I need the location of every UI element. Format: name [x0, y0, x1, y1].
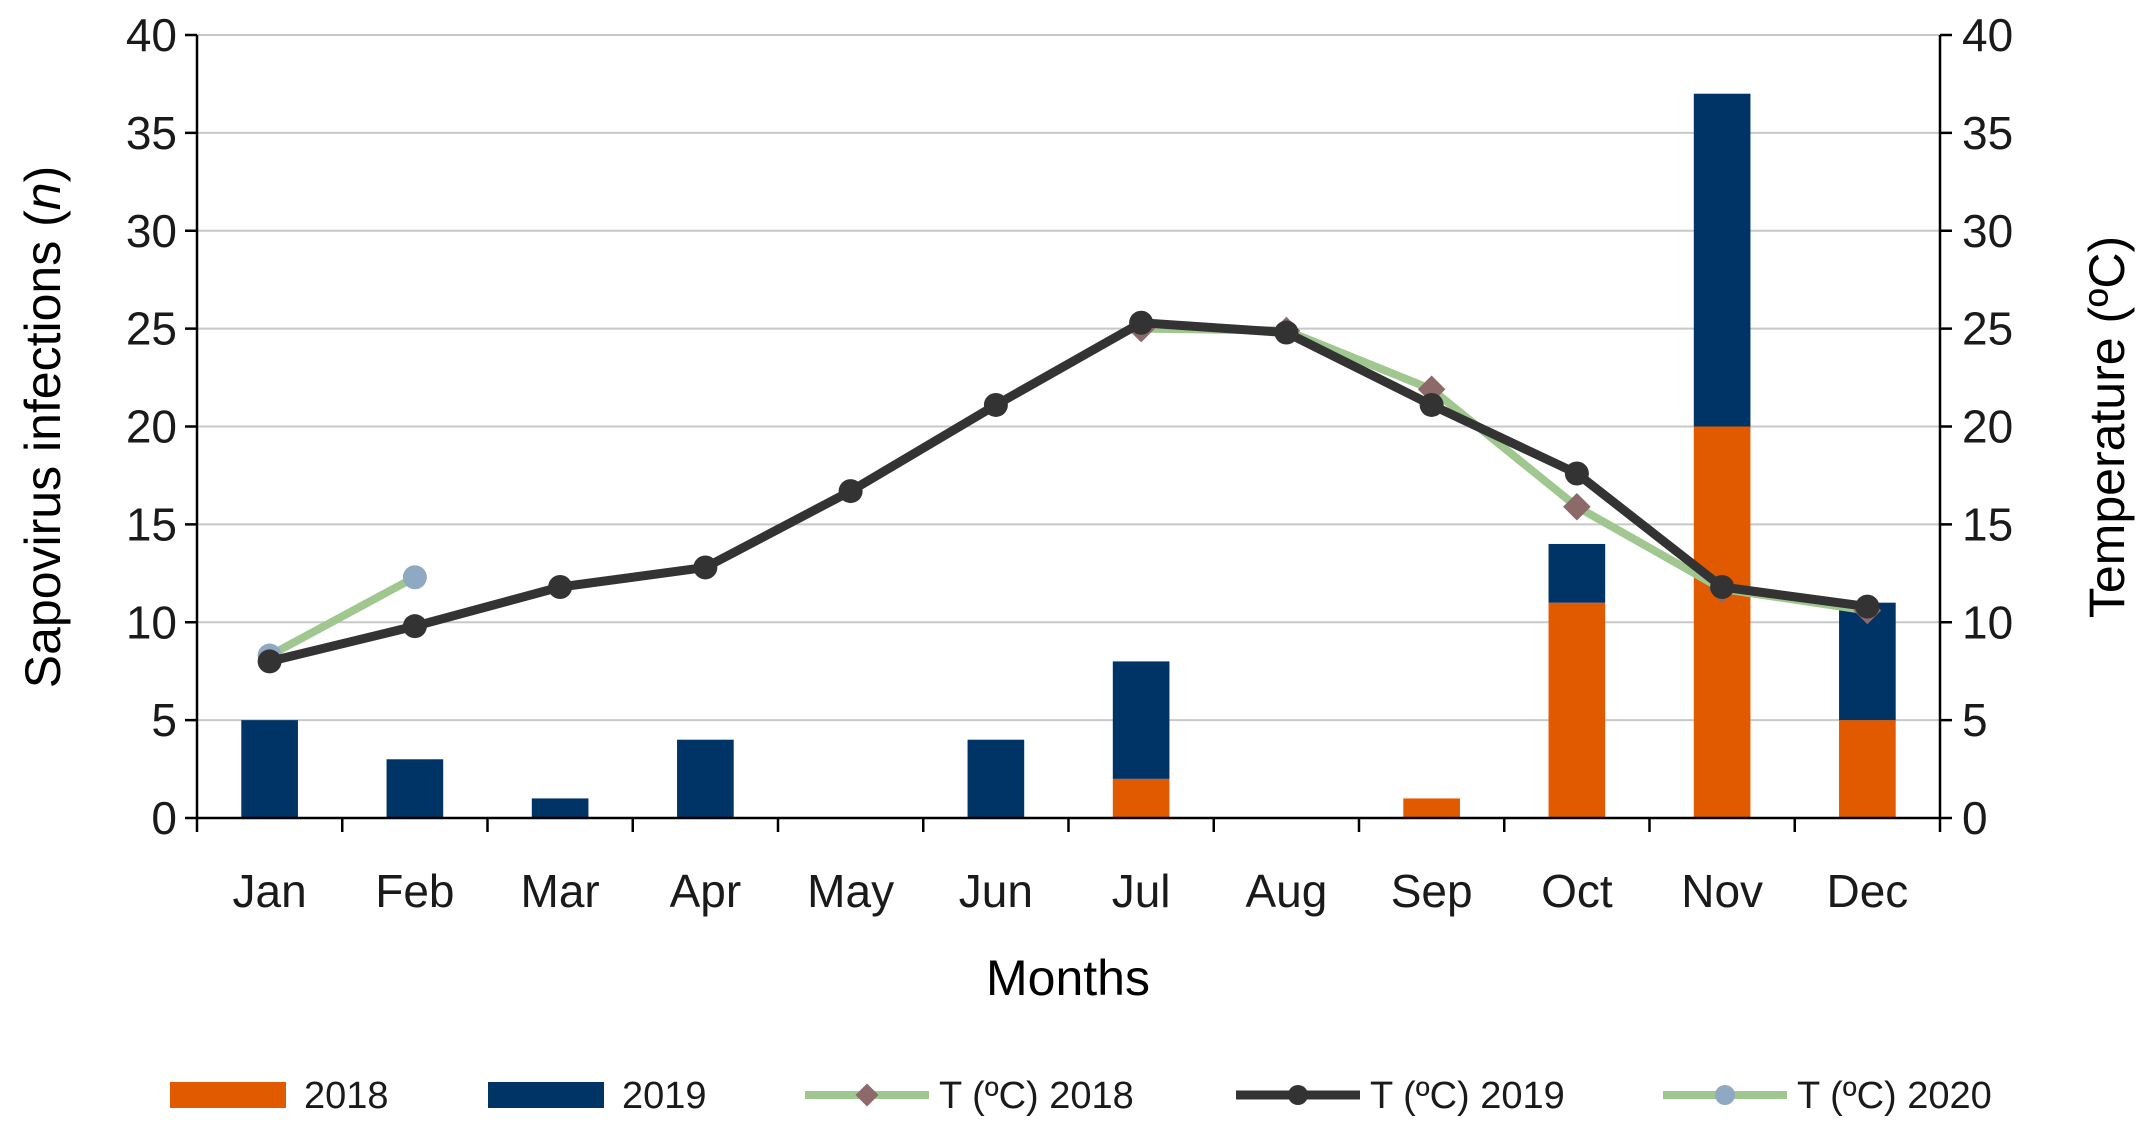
bar-2019-Jul — [1112, 661, 1170, 779]
x-tick-label: Feb — [375, 865, 454, 917]
bar-2019-Feb — [386, 759, 444, 818]
legend-label-2019: 2019 — [622, 1075, 707, 1117]
legend-label-T (ºC) 2020: T (ºC) 2020 — [1797, 1075, 1992, 1117]
marker-T (ºC) 2019 — [983, 392, 1008, 417]
y-tick-label: 30 — [126, 205, 177, 257]
x-tick-label: Dec — [1826, 865, 1908, 917]
marker-T (ºC) 2019 — [1419, 392, 1444, 417]
bar-2018-Dec — [1839, 720, 1896, 818]
bar-2018-Jul — [1112, 778, 1170, 818]
legend-label-T (ºC) 2018: T (ºC) 2018 — [939, 1075, 1134, 1117]
y-tick-label: 0 — [151, 792, 177, 844]
marker-T (ºC) 2019 — [693, 555, 718, 580]
y2-tick-label: 35 — [1962, 107, 2013, 159]
legend: 2018 2019 T (ºC) 2018 T (ºC) 2019 T (ºC) 202… — [170, 1075, 1992, 1117]
tick-labels: 0 0 5 5 10 10 15 15 20 20 25 25 30 30 35 35 40 40 Jan Feb Ma… — [126, 9, 2013, 917]
temperature-lines — [257, 310, 1882, 674]
line-T (ºC) 2018 — [1137, 324, 1872, 615]
bars — [241, 93, 1896, 818]
marker-T (ºC) 2019 — [1855, 594, 1880, 619]
y-axis-title-italic: n — [15, 182, 71, 210]
y-axis-title: Sapovirus infections (n) — [15, 166, 71, 688]
marker-T (ºC) 2019 — [1564, 461, 1589, 486]
marker-T (ºC) 2019 — [838, 479, 863, 504]
legend-swatch-2019 — [488, 1082, 604, 1108]
marker-T (ºC) 2019 — [1274, 320, 1299, 345]
y2-tick-label: 5 — [1962, 694, 1988, 746]
y2-tick-label: 25 — [1962, 303, 2013, 355]
marker-T (ºC) 2018 — [1417, 375, 1446, 404]
line-T (ºC) 2019 — [265, 318, 1872, 666]
x-tick-label: May — [807, 865, 894, 917]
x-tick-label: Jan — [233, 865, 307, 917]
marker-T (ºC) 2019 — [1129, 310, 1154, 335]
y-tick-label: 25 — [126, 303, 177, 355]
y-tick-label: 40 — [126, 9, 177, 61]
y2-tick-label: 10 — [1962, 596, 2013, 648]
x-tick-label: Jul — [1112, 865, 1171, 917]
y2-tick-label: 40 — [1962, 9, 2013, 61]
marker-T (ºC) 2018 — [1563, 492, 1591, 521]
x-tick-label: Apr — [670, 865, 742, 917]
legend-marker-T (ºC) 2018 — [855, 1083, 879, 1107]
bar-2019-Oct — [1548, 543, 1606, 603]
y2-axis-title: Temperature (ºC) — [2079, 236, 2135, 618]
x-tick-label: Aug — [1245, 865, 1327, 917]
y2-tick-label: 20 — [1962, 401, 2013, 453]
legend-marker-T (ºC) 2019 — [1288, 1085, 1308, 1105]
y-axis-title-suffix: ) — [15, 166, 71, 183]
x-axis-title: Months — [986, 950, 1150, 1006]
y-tick-label: 20 — [126, 401, 177, 453]
y-axis-title-prefix: Sapovirus infections ( — [15, 210, 71, 688]
bar-2019-Jun — [967, 739, 1025, 818]
x-tick-label: Mar — [521, 865, 600, 917]
marker-T (ºC) 2019 — [257, 649, 282, 674]
marker-T (ºC) 2019 — [1710, 575, 1735, 600]
x-tick-label: Jun — [959, 865, 1033, 917]
y2-tick-label: 0 — [1962, 792, 1988, 844]
marker-T (ºC) 2019 — [402, 614, 427, 639]
bar-2018-Sep — [1403, 798, 1460, 818]
legend-marker-T (ºC) 2020 — [1715, 1085, 1735, 1105]
x-tick-label: Oct — [1541, 865, 1613, 917]
y-tick-label: 35 — [126, 107, 177, 159]
bar-2019-Mar — [531, 798, 589, 818]
marker-T (ºC) 2019 — [548, 575, 573, 600]
legend-label-T (ºC) 2019: T (ºC) 2019 — [1370, 1075, 1565, 1117]
gridlines — [197, 34, 1940, 722]
legend-swatch-2018 — [170, 1082, 286, 1108]
bar-2019-Jan — [241, 720, 298, 818]
bar-2018-Oct — [1548, 602, 1606, 818]
bar-2019-Apr — [677, 739, 734, 818]
line-T (ºC) 2020 — [265, 573, 419, 660]
y2-tick-label: 30 — [1962, 205, 2013, 257]
y2-tick-label: 15 — [1962, 498, 2013, 550]
bar-2018-Nov — [1693, 426, 1751, 818]
marker-T (ºC) 2020 — [402, 565, 427, 590]
x-tick-label: Sep — [1391, 865, 1473, 917]
x-tick-label: Nov — [1681, 865, 1763, 917]
y-tick-label: 15 — [126, 498, 177, 550]
y-tick-label: 10 — [126, 596, 177, 648]
legend-label-2018: 2018 — [304, 1075, 389, 1117]
y-tick-label: 5 — [151, 694, 177, 746]
bar-2019-Nov — [1693, 93, 1751, 427]
axes — [185, 33, 1952, 832]
